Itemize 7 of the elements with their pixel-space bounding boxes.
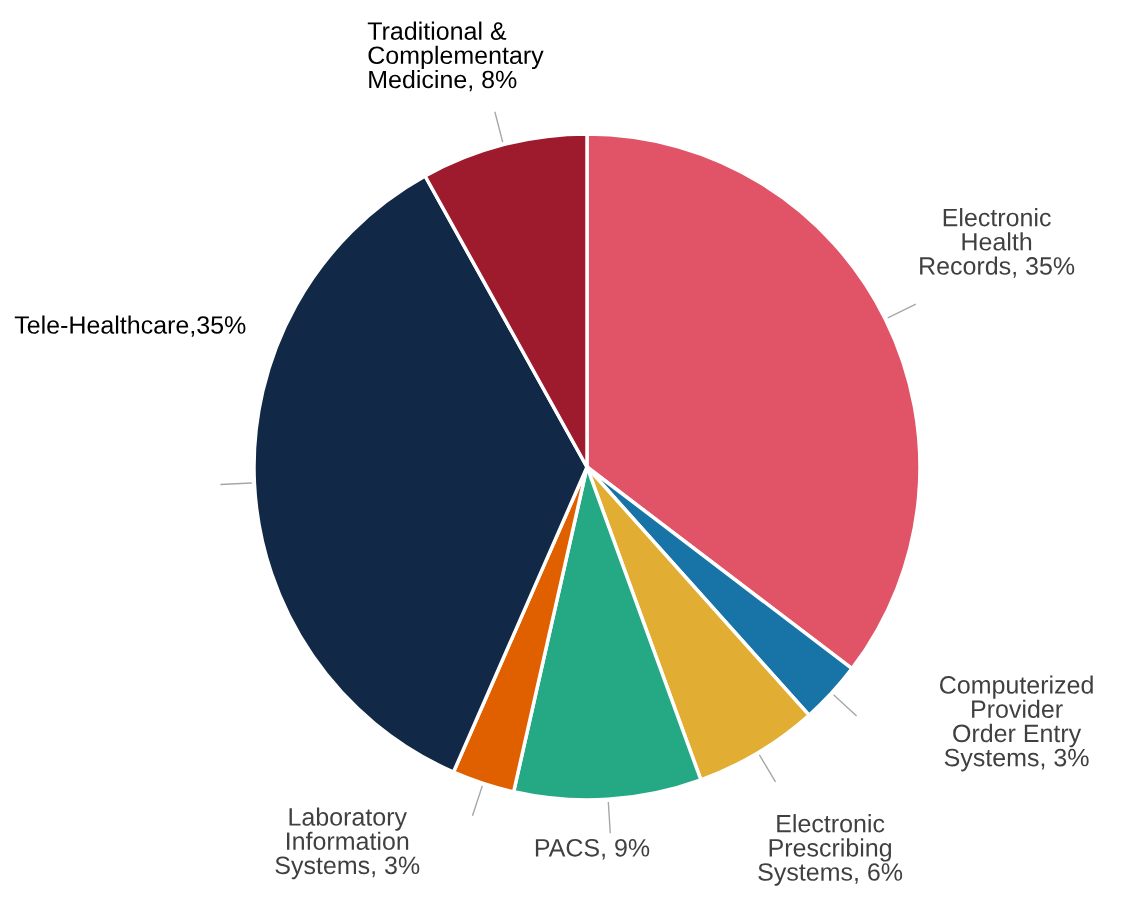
slice-label: PACS, 9%	[535, 838, 650, 860]
slice-label: Electronic Health Records, 35%	[920, 208, 1075, 278]
slice-label: Tele-Healthcare,35%	[14, 315, 246, 337]
slice-label: Computerized Provider Order Entry Systems, 3%	[940, 675, 1093, 772]
slice-label: Laboratory Information Systems, 3%	[275, 807, 420, 880]
slice-label: Electronic Prescribing Systems, 6%	[758, 814, 903, 886]
slice-label: Traditional & Complementary Medicine, 8%	[367, 21, 544, 92]
